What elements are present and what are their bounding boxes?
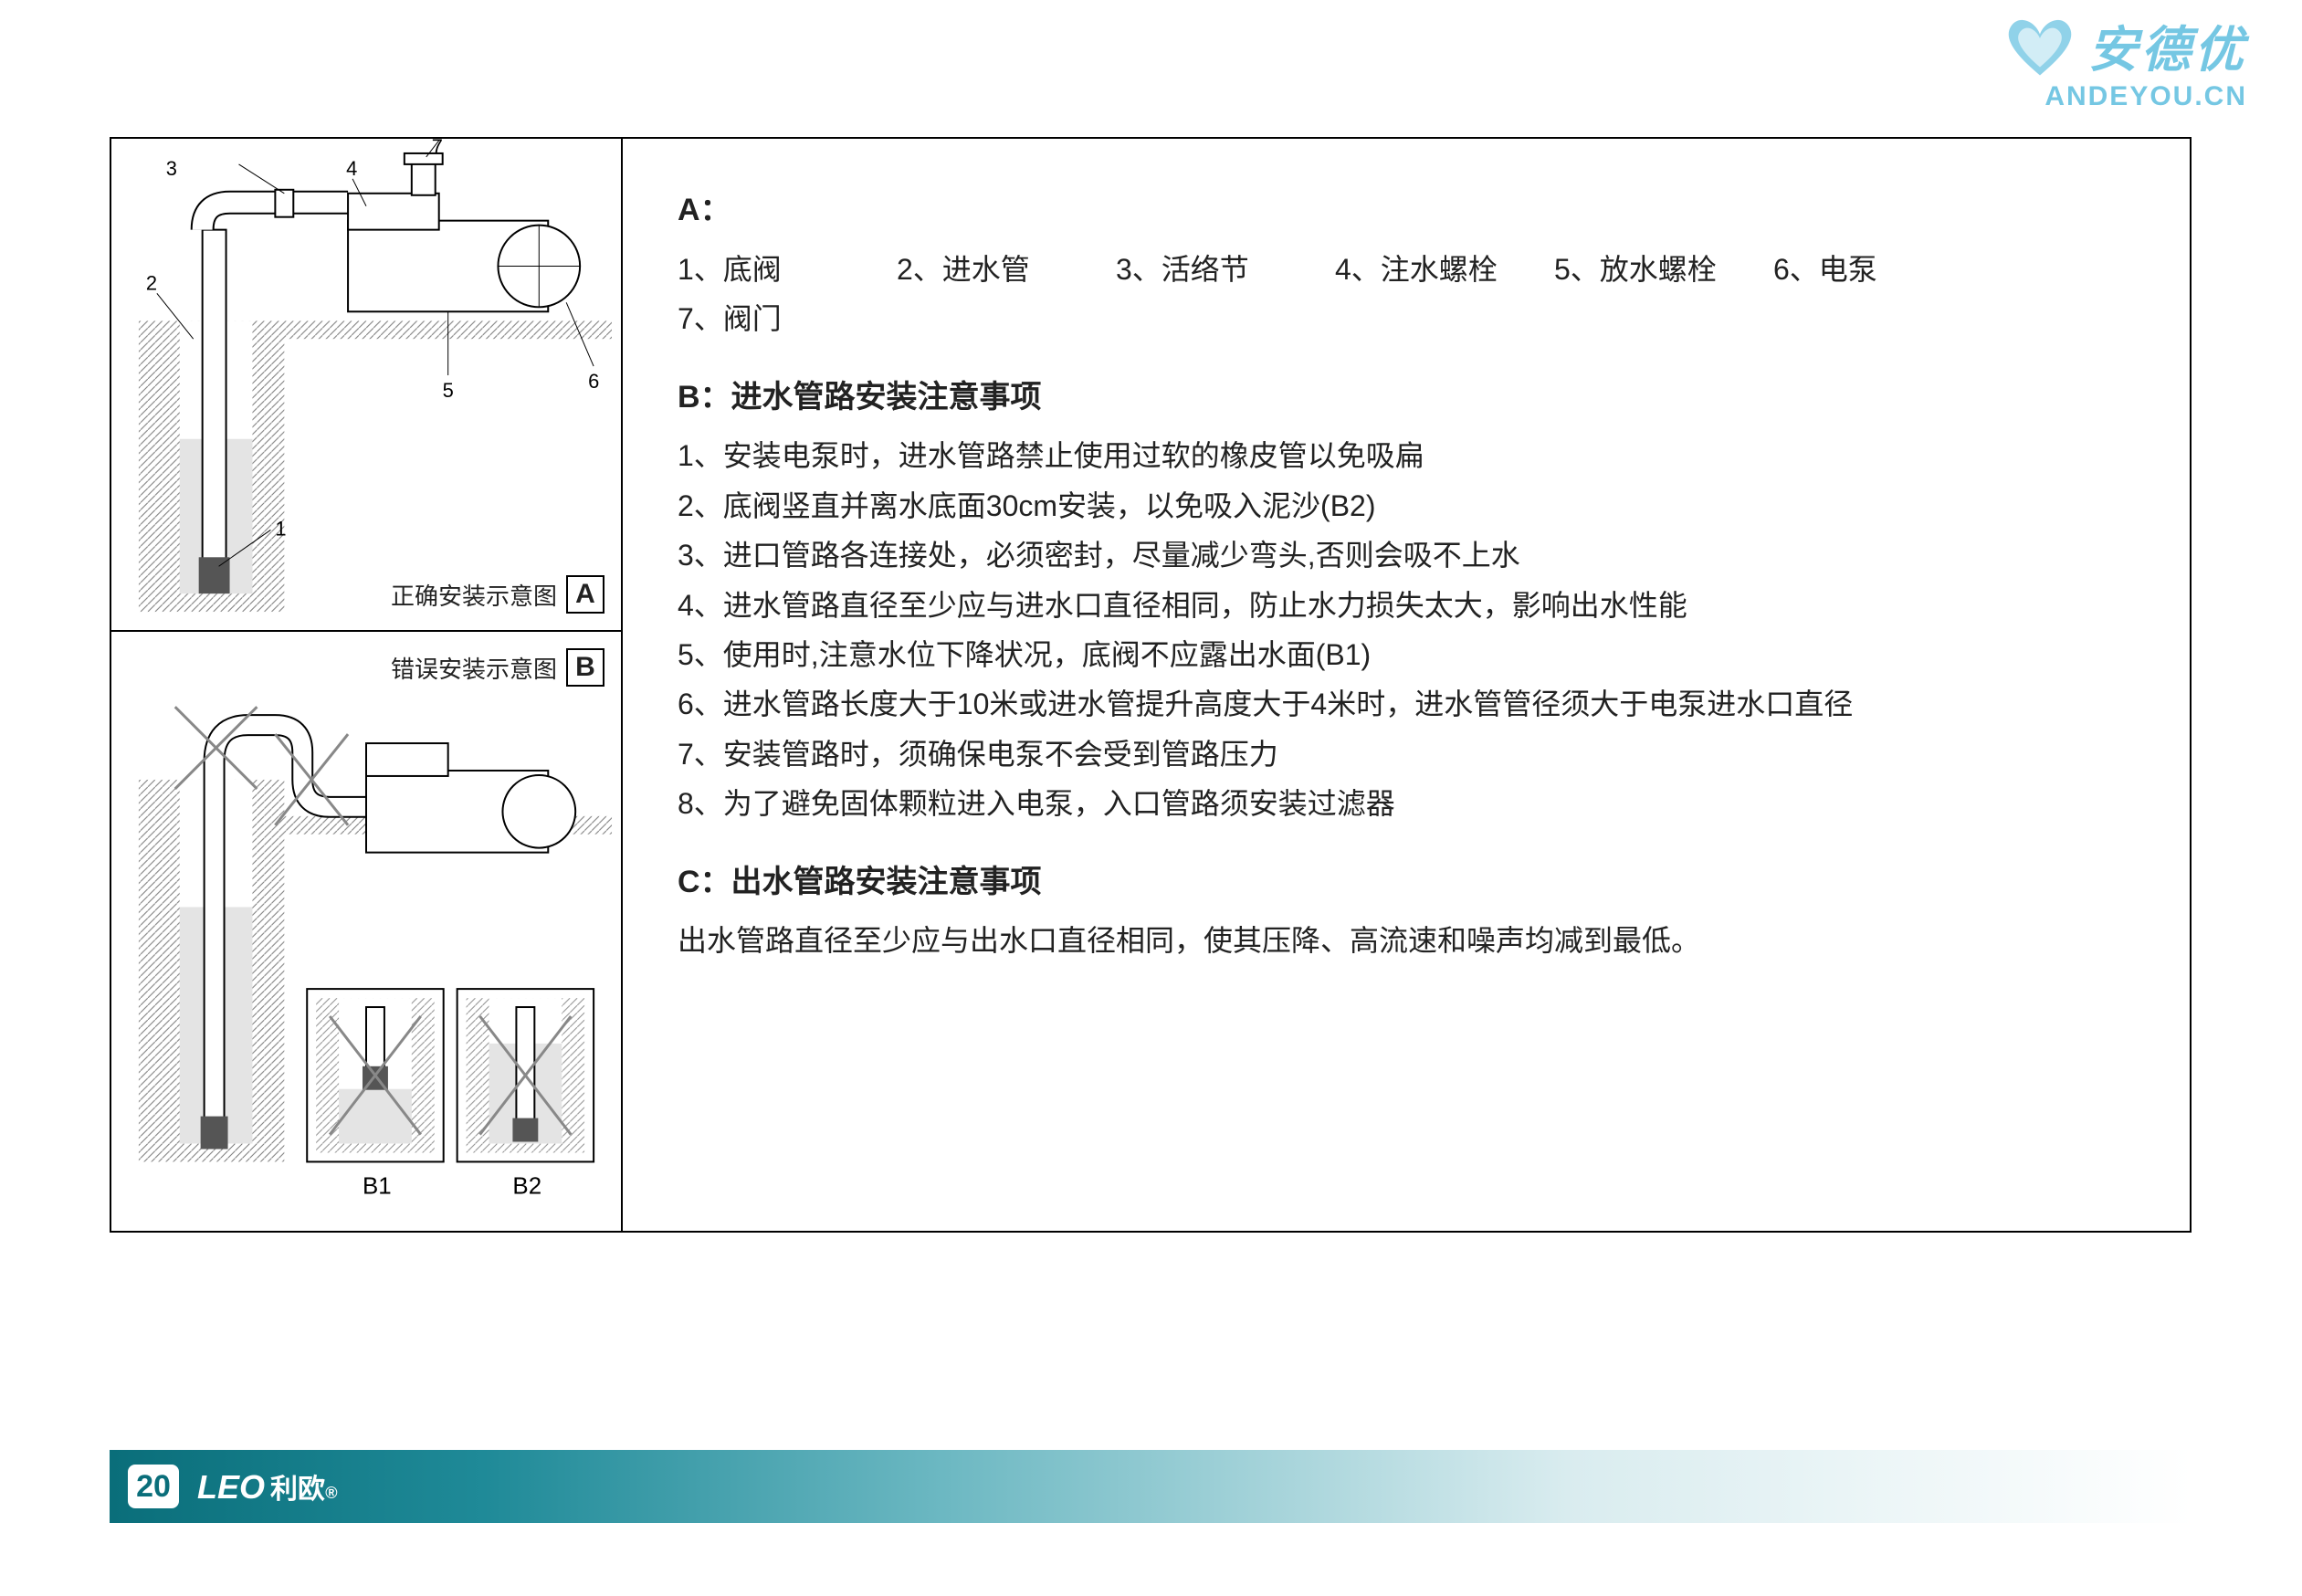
svg-text:1: 1 [275,517,286,540]
list-item: 5、使用时,注意水位下降状况，底阀不应露出水面(B1) [678,630,2135,679]
svg-text:B1: B1 [363,1173,392,1199]
watermark-text-cn: 安德优 [2088,9,2247,81]
page-number: 20 [128,1465,179,1508]
panel-b-caption: 错误安装示意图 [391,651,557,685]
list-item: 3、进口管路各连接处，必须密封，尽量减少弯头,否则会吸不上水 [678,530,2135,580]
list-item: 6、进水管路长度大于10米或进水管提升高度大于4米时，进水管管径须大于电泵进水口… [678,679,2135,729]
svg-text:6: 6 [588,370,599,393]
svg-text:7: 7 [432,139,443,158]
footer-bar: 20 LEO 利欧 ® [110,1450,2192,1523]
section-b-head: B：进水管路安装注意事项 [678,372,2135,425]
diagram-panel-b: 错误安装示意图 B [111,632,621,1237]
correct-install-diagram: 1 2 3 4 5 6 7 [111,139,621,630]
svg-text:4: 4 [346,157,357,180]
legend-item: 1、底阀 [678,245,897,294]
legend-item: 7、阀门 [678,294,897,343]
section-a-head: A： [678,184,2135,237]
main-content-box: 1 2 3 4 5 6 7 正确安装示意图 A 错误安装示意 [110,137,2192,1233]
legend-item: 5、放水螺栓 [1554,245,1773,294]
panel-a-letter: A [566,575,604,614]
watermark-text-en: ANDEYOU.CN [1999,81,2247,112]
section-c-text: 出水管路直径至少应与出水口直径相同，使其压降、高流速和噪声均减到最低。 [678,916,2135,965]
brand-cn: 利欧 [270,1466,325,1507]
registered-icon: ® [325,1484,337,1503]
watermark: 安德优 ANDEYOU.CN [1999,9,2247,112]
legend-item: 3、活络节 [1116,245,1335,294]
section-b-list: 1、安装电泵时，进水管路禁止使用过软的橡皮管以免吸扁 2、底阀竖直并离水底面30… [678,431,2135,828]
list-item: 8、为了避免固体颗粒进入电泵，入口管路须安装过滤器 [678,779,2135,828]
diagram-panel-a: 1 2 3 4 5 6 7 正确安装示意图 A [111,139,621,632]
svg-text:3: 3 [166,157,177,180]
list-item: 4、进水管路直径至少应与进水口直径相同，防止水力损失太大，影响出水性能 [678,581,2135,630]
svg-text:B2: B2 [512,1173,541,1199]
svg-text:2: 2 [146,271,157,294]
brand-logo: LEO 利欧 ® [197,1466,337,1507]
brand-en: LEO [197,1468,265,1507]
list-item: 1、安装电泵时，进水管路禁止使用过软的橡皮管以免吸扁 [678,431,2135,480]
section-c-head: C：出水管路安装注意事项 [678,856,2135,909]
text-column: A： 1、底阀 2、进水管 3、活络节 4、注水螺栓 5、放水螺栓 6、电泵 7… [623,139,2190,1231]
legend-item: 6、电泵 [1773,245,1992,294]
diagram-column: 1 2 3 4 5 6 7 正确安装示意图 A 错误安装示意 [111,139,623,1231]
panel-b-letter: B [566,648,604,687]
heart-icon [1999,14,2081,78]
legend-item: 4、注水螺栓 [1335,245,1554,294]
legend-list: 1、底阀 2、进水管 3、活络节 4、注水螺栓 5、放水螺栓 6、电泵 7、阀门 [678,245,2135,344]
panel-a-caption: 正确安装示意图 [391,578,557,612]
svg-text:5: 5 [443,379,454,402]
wrong-install-diagram: B1 B2 [111,632,621,1237]
legend-item: 2、进水管 [897,245,1116,294]
list-item: 2、底阀竖直并离水底面30cm安装，以免吸入泥沙(B2) [678,481,2135,530]
list-item: 7、安装管路时，须确保电泵不会受到管路压力 [678,730,2135,779]
